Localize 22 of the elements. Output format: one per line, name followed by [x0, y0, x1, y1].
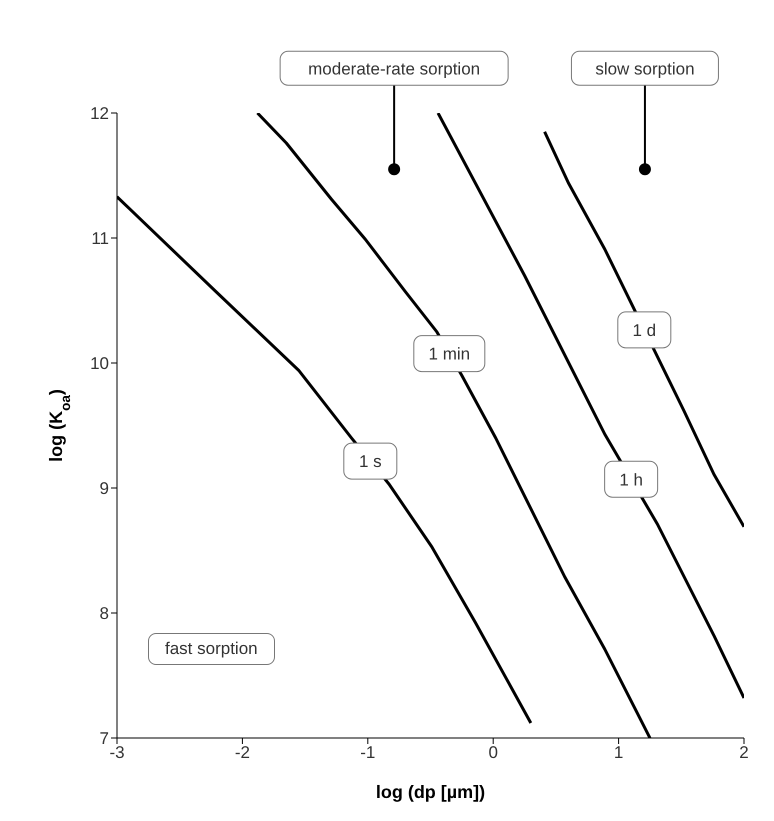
annotation: slow sorption: [595, 59, 695, 78]
x-tick-label: -2: [234, 743, 250, 762]
x-tick-label: -1: [360, 743, 376, 762]
line-series: [436, 113, 744, 700]
x-tick-label: -3: [109, 743, 125, 762]
x-tick-label: 0: [488, 743, 498, 762]
series-label: 1 h: [619, 470, 643, 490]
y-tick-label: 8: [100, 604, 109, 624]
annotation: moderate-rate sorption: [308, 59, 480, 78]
line-series: [543, 130, 744, 528]
y-tick-label: 12: [90, 104, 109, 124]
y-tick-label: 7: [100, 729, 109, 748]
x-tick-label: 2: [739, 743, 749, 762]
series-label: 1 s: [358, 452, 382, 472]
y-tick-label: 10: [90, 354, 109, 374]
y-tick-label: 9: [100, 479, 109, 498]
annotation: fast sorption: [148, 633, 275, 665]
x-axis-title: log (dp [µm]): [376, 782, 486, 802]
series-label: 1 d: [632, 320, 656, 340]
x-tick-label: 1: [614, 743, 624, 762]
series-label: 1 min: [428, 344, 470, 364]
y-tick-label: 11: [91, 229, 109, 248]
